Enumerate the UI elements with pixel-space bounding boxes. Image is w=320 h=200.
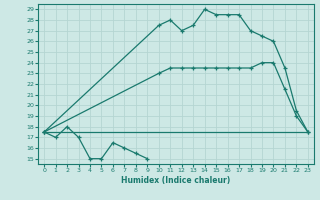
X-axis label: Humidex (Indice chaleur): Humidex (Indice chaleur) [121, 176, 231, 185]
